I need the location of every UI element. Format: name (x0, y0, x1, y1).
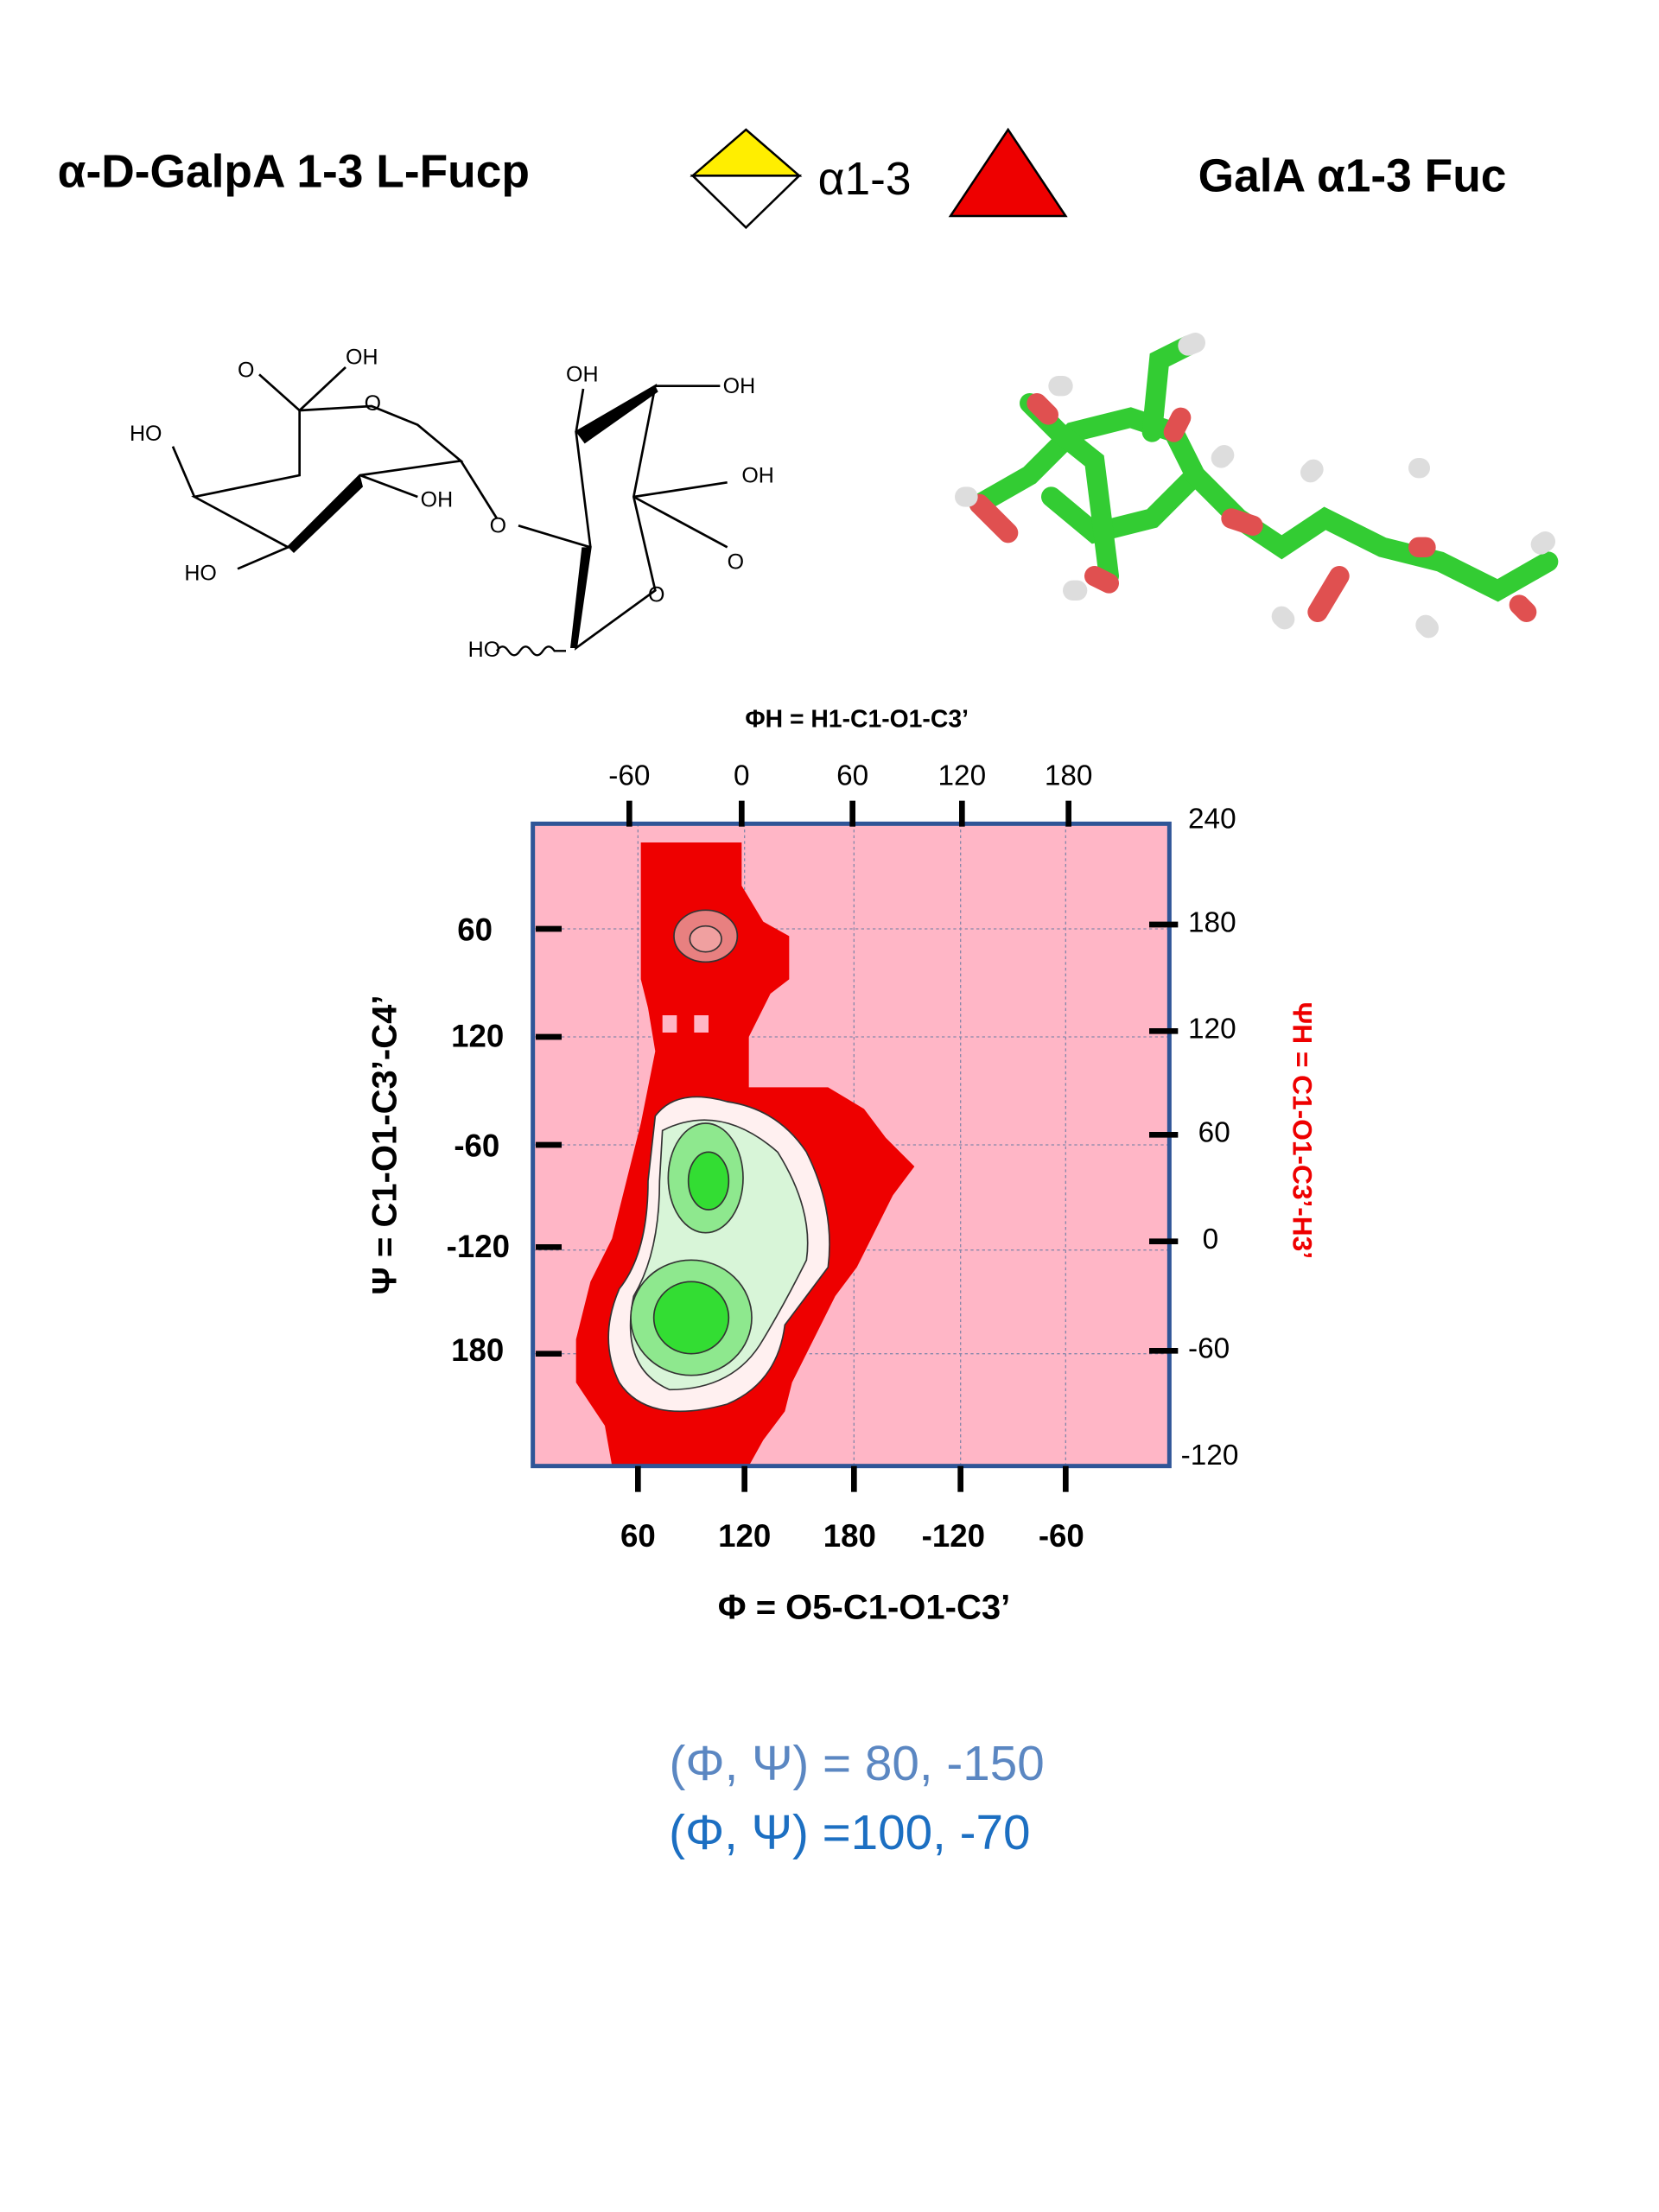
atom: O (728, 550, 744, 574)
wedge (575, 385, 658, 444)
symbol-label: α1-3 (818, 154, 912, 205)
tick-label: 60 (457, 912, 493, 947)
tick-label: 60 (836, 760, 868, 791)
tick-label: 120 (938, 760, 987, 791)
structure-3d (955, 333, 1559, 639)
tick-label: 60 (1198, 1117, 1230, 1149)
tick-label: -120 (1181, 1440, 1239, 1471)
wavy-bond (496, 645, 566, 657)
contour (687, 1151, 730, 1211)
title-right: GalA α1-3 Fuc (1198, 151, 1507, 202)
contour (652, 1281, 730, 1355)
diamond-top (690, 128, 803, 177)
tick-label: -60 (1188, 1333, 1230, 1365)
wedge (288, 475, 363, 553)
title-left: α-D-GalpA 1-3 L-Fucp (58, 147, 530, 198)
tick-label: 60 (620, 1518, 656, 1554)
tick-label: 0 (1203, 1224, 1219, 1255)
atom: O (365, 391, 381, 416)
tick-label: 0 (734, 760, 750, 791)
x-axis-label: Φ = O5-C1-O1-C3’ (718, 1588, 1010, 1626)
tick-label: -60 (1039, 1518, 1084, 1554)
diamond-bottom (690, 175, 803, 230)
tick-label: 180 (451, 1332, 504, 1368)
tick-label: -120 (922, 1518, 985, 1554)
bottom-ticks: 60 120 180 -120 -60 (620, 1518, 1084, 1554)
contour (689, 925, 722, 953)
atom: O (238, 359, 254, 383)
atom: OH (723, 374, 756, 398)
result-line: (Φ, Ψ) = 80, -150 (670, 1737, 1045, 1791)
tick-label: 120 (451, 1019, 504, 1054)
tick-label: 240 (1188, 803, 1236, 835)
top-ticks: -60 0 60 120 180 (608, 760, 1092, 791)
tick-label: 120 (1188, 1014, 1236, 1046)
tick-marks (536, 800, 1179, 1492)
right-ticks: 240 180 120 60 0 -60 -120 (1181, 803, 1239, 1471)
atom: O (648, 583, 664, 607)
y2-axis-label: ΨH = C1-O1-C3’-H3’ (1287, 1002, 1319, 1259)
tick-label: -120 (447, 1229, 510, 1264)
hole (662, 1015, 677, 1033)
atom: OH (566, 363, 599, 387)
hole (694, 1015, 709, 1033)
tick-label: 120 (718, 1518, 771, 1554)
triangle (948, 127, 1068, 218)
tick-label: -60 (608, 760, 650, 791)
atom: HO (130, 422, 162, 446)
atom: OH (421, 488, 453, 512)
atom: O (490, 514, 506, 538)
atom: HO (468, 638, 501, 662)
atom: OH (741, 463, 774, 487)
tick-label: 180 (823, 1518, 876, 1554)
atom: OH (346, 346, 378, 370)
wedge (570, 547, 591, 648)
left-ticks: 60 120 -60 -120 180 (447, 912, 510, 1368)
tick-label: 180 (1045, 760, 1093, 791)
tick-label: 180 (1188, 906, 1236, 938)
top-axis-label: ΦH = H1-C1-O1-C3’ (745, 706, 969, 734)
y-axis-label: Ψ = C1-O1-C3’-C4’ (365, 995, 404, 1295)
atom-labels: OH O O HO OH HO OH OH OH O O O HO (130, 346, 774, 662)
result-line: (Φ, Ψ) =100, -70 (669, 1806, 1030, 1860)
tick-label: -60 (454, 1128, 499, 1163)
atom: HO (184, 562, 217, 586)
